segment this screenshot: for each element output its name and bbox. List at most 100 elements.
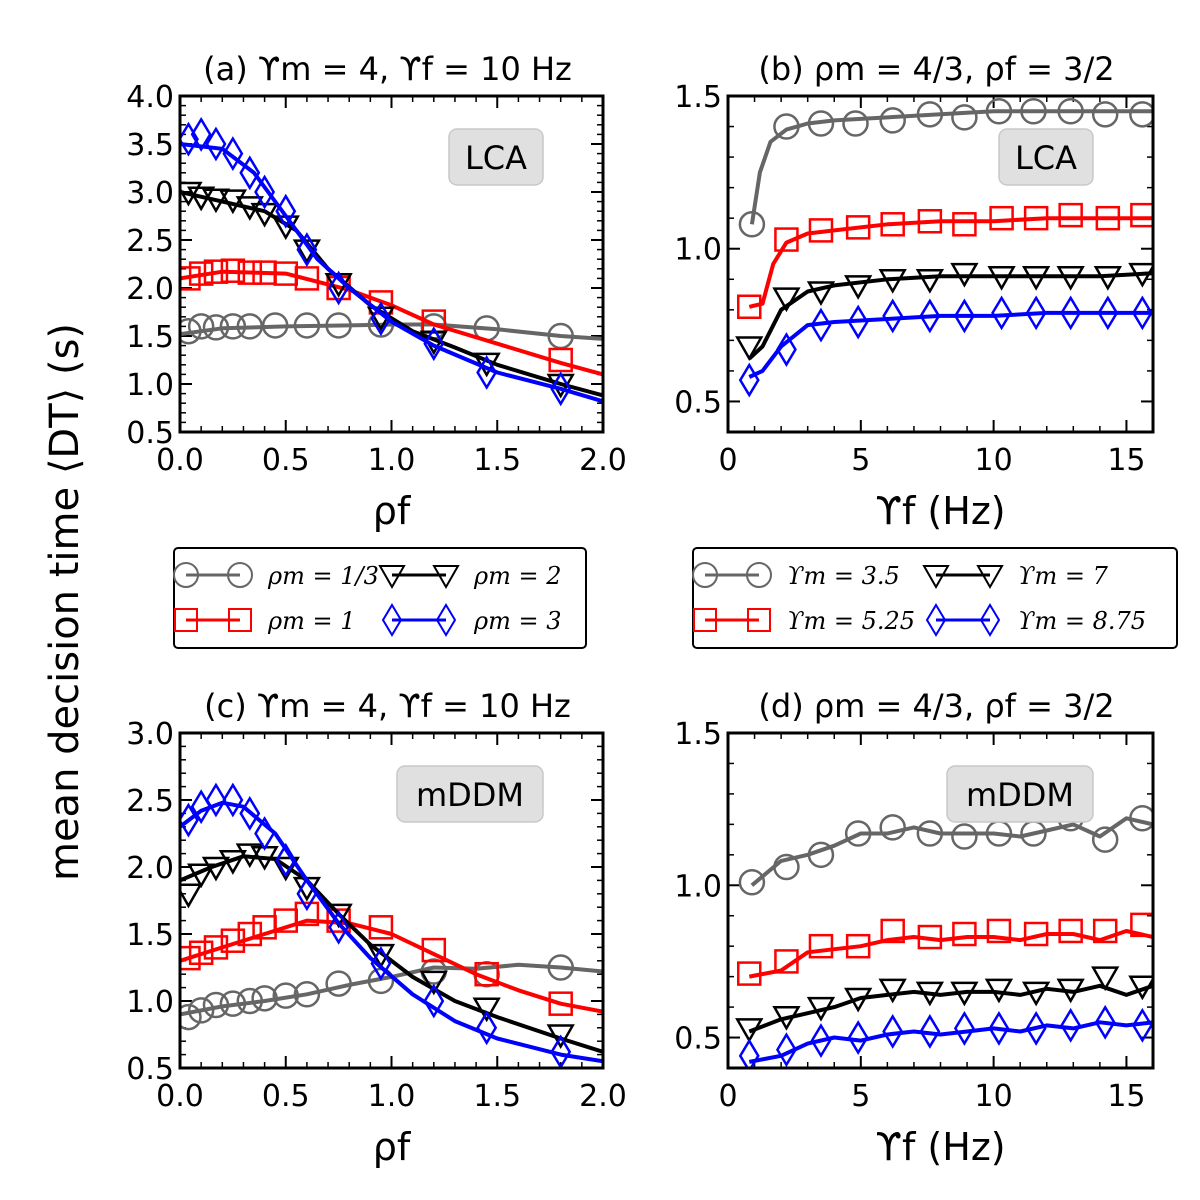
legend-label: ρm = 2 xyxy=(473,562,562,590)
data-point xyxy=(187,997,215,1024)
data-point xyxy=(180,802,199,838)
data-point xyxy=(953,1010,975,1046)
y-tick-label: 4.0 xyxy=(126,80,174,115)
data-point xyxy=(806,281,836,307)
x-tick-label: 15 xyxy=(1107,1079,1145,1114)
legend-label: ρm = 3 xyxy=(473,607,562,635)
data-point xyxy=(773,113,800,140)
x-tick-label: 2.0 xyxy=(579,443,627,478)
data-point xyxy=(261,312,289,339)
y-tick-label: 0.5 xyxy=(674,385,722,420)
data-point xyxy=(772,287,801,313)
data-point xyxy=(879,814,906,841)
data-point xyxy=(180,181,203,207)
data-point xyxy=(1128,975,1153,1001)
legend-marker xyxy=(693,608,717,632)
legend-marker xyxy=(747,608,771,632)
legend-marker xyxy=(174,608,198,632)
data-point xyxy=(254,816,276,851)
data-point xyxy=(546,1024,575,1050)
data-point xyxy=(1095,205,1121,231)
data-point xyxy=(251,985,278,1012)
data-point xyxy=(986,918,1012,944)
data-point xyxy=(547,954,574,981)
data-point xyxy=(985,98,1013,125)
data-point xyxy=(1130,202,1153,228)
axes-frame xyxy=(178,94,605,434)
x-tick-label: 1.5 xyxy=(473,1079,521,1114)
data-point xyxy=(916,820,944,847)
y-tick-label: 1.5 xyxy=(126,320,174,355)
data-point xyxy=(423,326,445,362)
y-tick-label: 3.5 xyxy=(126,128,174,163)
legend-marker xyxy=(922,565,950,590)
data-point xyxy=(474,961,499,987)
data-point xyxy=(844,987,873,1013)
y-tick-label: 1.5 xyxy=(126,918,174,953)
y-tick-label: 1.0 xyxy=(674,233,722,268)
data-point xyxy=(810,1023,832,1059)
data-point xyxy=(325,312,352,339)
data-point xyxy=(919,298,941,334)
legend-marker xyxy=(173,562,199,588)
series-line xyxy=(748,1020,1153,1064)
data-point xyxy=(775,1032,797,1068)
data-point xyxy=(476,355,498,390)
data-point xyxy=(845,215,871,240)
data-point xyxy=(423,983,445,1019)
panel-title: (d) ρm = 4/3, ρf = 3/2 xyxy=(758,687,1114,725)
data-point xyxy=(1021,981,1051,1007)
x-tick-label: 10 xyxy=(975,1079,1013,1114)
data-point xyxy=(1131,295,1153,331)
panel-a: 0.0 0.5 1.0 1.5 2.00.51.01.52.02.53.03.54.0L… xyxy=(126,50,627,533)
legend-marker xyxy=(976,565,1004,590)
legend-label: ϒm = 3.5 xyxy=(787,562,900,590)
series-line xyxy=(180,854,603,1054)
data-point xyxy=(239,795,261,831)
model-label: mDDM xyxy=(416,776,524,814)
x-tick-label: 15 xyxy=(1107,443,1145,478)
y-tick-label: 1.0 xyxy=(126,985,174,1020)
x-axis-label: ϒf (Hz) xyxy=(875,489,1005,533)
series-line xyxy=(748,983,1153,1034)
axes-frame xyxy=(726,731,1155,1070)
data-point xyxy=(842,110,869,137)
legend-label: ρm = 1 xyxy=(267,607,356,635)
data-point xyxy=(953,298,975,334)
model-label-box xyxy=(946,765,1094,823)
data-point xyxy=(188,261,214,286)
data-point xyxy=(1093,265,1122,291)
model-label-box xyxy=(998,128,1094,186)
legend-upsilon: ϒm = 3.5 ϒm = 7 ϒm = 5.25 ϒm = 8.75 xyxy=(692,547,1178,649)
data-point xyxy=(328,909,350,945)
legend-marker xyxy=(979,603,1001,637)
x-tick-label: 0 xyxy=(718,443,737,478)
data-point xyxy=(254,174,276,210)
data-point xyxy=(186,863,216,889)
x-tick-label: 1.5 xyxy=(473,443,521,478)
panel-d: 0 5 10 15 0.5 1.0 1.5 mDDM (d) ρm = 4/3, ρf = 3/… xyxy=(674,687,1155,1169)
plot-area xyxy=(180,116,603,407)
data-point xyxy=(847,304,869,340)
legend-label: ρm = 1/3 xyxy=(267,562,379,590)
legend-frame xyxy=(692,547,1178,649)
data-point xyxy=(882,298,904,334)
panel-title: (b) ρm = 4/3, ρf = 3/2 xyxy=(758,50,1114,88)
legend-marker xyxy=(925,603,947,637)
x-tick-label: 0.0 xyxy=(156,443,204,478)
data-point xyxy=(180,317,202,345)
data-point xyxy=(810,307,832,343)
data-point xyxy=(952,212,977,237)
data-point xyxy=(775,332,797,367)
data-point xyxy=(220,928,246,953)
data-point xyxy=(1056,978,1085,1004)
data-point xyxy=(950,981,979,1007)
x-tick-label: 0.5 xyxy=(262,443,310,478)
data-point xyxy=(180,1003,202,1031)
y-tick-label: 3.0 xyxy=(126,717,174,752)
data-point xyxy=(951,823,978,850)
data-point xyxy=(915,981,945,1007)
axes-frame xyxy=(178,731,605,1070)
data-point xyxy=(293,312,321,339)
data-point xyxy=(1131,1007,1153,1043)
